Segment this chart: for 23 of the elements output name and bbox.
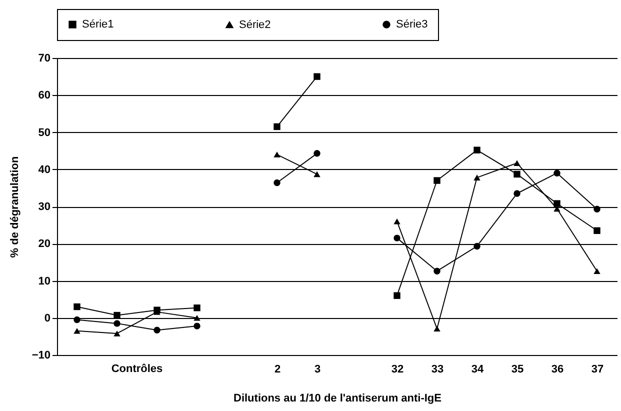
y-tick-label: 10 (38, 275, 50, 288)
legend-label: Série2 (239, 18, 271, 31)
y-axis-title: % de dégranulation (8, 156, 21, 258)
y-tick-label: 0 (44, 312, 50, 324)
text: Contrôles (111, 363, 163, 375)
x-tick-label: 3 (314, 364, 321, 376)
legend-label: Série1 (82, 18, 114, 31)
x-tick-label: 2 (274, 364, 281, 376)
y-tick-label: 20 (38, 238, 50, 250)
legend-label: Série3 (396, 18, 428, 31)
x-tick-label: 34 (471, 364, 484, 376)
x-tick-label: 32 (391, 364, 404, 376)
x-tick-label: 35 (511, 364, 524, 376)
x-tick-label: 37 (591, 364, 604, 376)
x-tick-label: 36 (551, 364, 564, 376)
y-tick-label: 50 (38, 126, 50, 139)
x-axis-title: Dilutions au 1/10 de l'antiserum anti-IgE (234, 392, 442, 404)
y-tick-label: 40 (38, 164, 50, 176)
y-tick-label: 70 (38, 52, 50, 64)
y-tick-label: 60 (38, 90, 50, 102)
x-tick-label: 33 (431, 364, 444, 376)
y-tick-label: 30 (38, 201, 50, 213)
y-tick-label: −10 (32, 350, 50, 362)
